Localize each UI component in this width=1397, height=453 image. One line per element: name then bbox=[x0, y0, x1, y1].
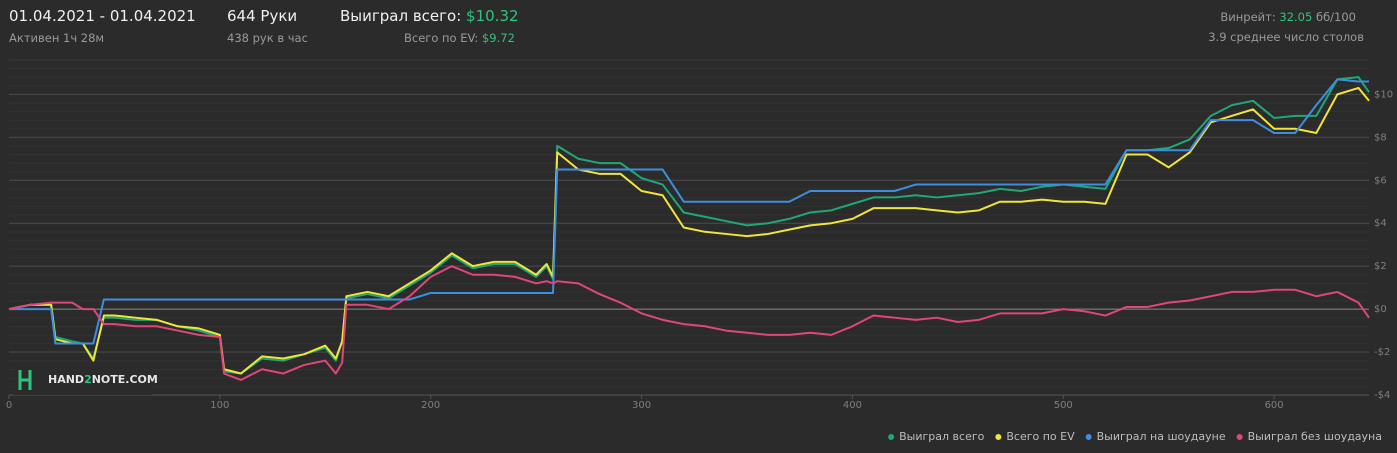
won-label: Выиграл всего: bbox=[340, 7, 462, 25]
legend-dot[interactable] bbox=[995, 434, 1002, 440]
wm-2: 2 bbox=[84, 373, 92, 386]
watermark: HAND2NOTE.COM bbox=[14, 365, 158, 395]
wm-1: HAND bbox=[48, 373, 84, 386]
y-tick-label: -$2 bbox=[1374, 347, 1390, 358]
x-tick-label: 200 bbox=[421, 400, 440, 411]
y-tick-label: $10 bbox=[1374, 89, 1393, 100]
legend-label[interactable]: Выиграл на шоудауне bbox=[1097, 430, 1226, 443]
won-value: $10.32 bbox=[466, 7, 519, 25]
ev-value: $9.72 bbox=[481, 31, 515, 45]
winrate-label: Винрейт: bbox=[1220, 10, 1276, 24]
x-tick-label: 400 bbox=[843, 400, 862, 411]
x-tick-label: 0 bbox=[6, 400, 12, 411]
watermark-text: HAND2NOTE.COM bbox=[48, 373, 158, 386]
won-total: Выиграл всего: $10.32 bbox=[340, 7, 519, 25]
series-line bbox=[8, 86, 1370, 375]
x-tick-label: 500 bbox=[1054, 400, 1073, 411]
legend-dot[interactable] bbox=[1085, 434, 1092, 440]
y-tick-label: $4 bbox=[1374, 218, 1387, 229]
legend-dot[interactable] bbox=[1236, 434, 1243, 440]
active-time: Активен 1ч 28м bbox=[9, 31, 105, 45]
x-tick-label: 100 bbox=[210, 400, 229, 411]
legend-label[interactable]: Выиграл без шоудауна bbox=[1248, 430, 1382, 443]
legend: Выиграл без шоудауна Выиграл на шоудауне В… bbox=[888, 430, 1382, 443]
ev-label: Всего по EV: bbox=[404, 31, 479, 45]
series-line bbox=[8, 76, 1370, 375]
hands: 644 Руки bbox=[227, 7, 298, 25]
y-tick-label: $6 bbox=[1374, 175, 1387, 186]
winrate: Винрейт: 32.05 бб/100 bbox=[1220, 10, 1356, 24]
series-line bbox=[9, 78, 1369, 345]
tables: 3.9 среднее число столов bbox=[1208, 30, 1364, 44]
winrate-unit: бб/100 bbox=[1315, 10, 1356, 24]
series-line bbox=[8, 265, 1370, 381]
y-tick-label: -$4 bbox=[1374, 390, 1390, 401]
date-range: 01.04.2021 - 01.04.2021 bbox=[9, 7, 196, 25]
y-tick-label: $0 bbox=[1374, 304, 1387, 315]
y-tick-label: $8 bbox=[1374, 132, 1387, 143]
legend-dot[interactable] bbox=[888, 434, 895, 440]
wm-3: NOTE.COM bbox=[92, 373, 158, 386]
x-tick-label: 600 bbox=[1265, 400, 1284, 411]
hands-per-hour: 438 рук в час bbox=[227, 31, 308, 45]
winrate-value: 32.05 bbox=[1279, 10, 1313, 24]
watermark-bg bbox=[14, 365, 152, 395]
x-tick-label: 300 bbox=[632, 400, 651, 411]
legend-label[interactable]: Всего по EV bbox=[1006, 430, 1075, 443]
legend-label[interactable]: Выиграл всего bbox=[899, 430, 984, 443]
watermark-logo bbox=[18, 370, 32, 390]
ev-total: Всего по EV: $9.72 bbox=[404, 31, 515, 45]
y-tick-label: $2 bbox=[1374, 261, 1387, 272]
